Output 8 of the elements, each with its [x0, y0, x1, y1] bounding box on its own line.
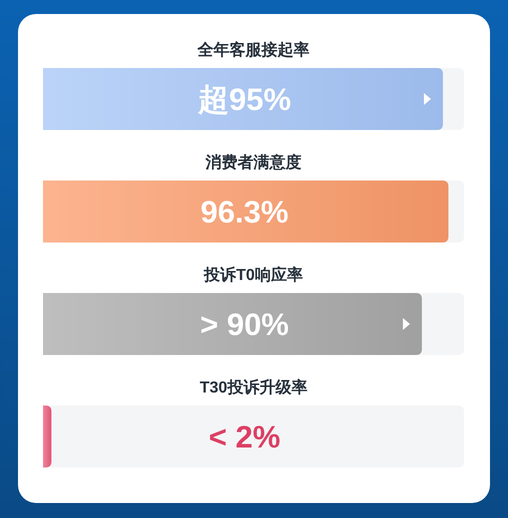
y-tick-label: 全年客服接起率	[196, 40, 310, 59]
data-label: < 2%	[208, 420, 280, 454]
data-label: 超95%	[196, 82, 292, 117]
y-tick-label: T30投诉升级率	[200, 378, 308, 396]
data-label: 96.3%	[200, 194, 288, 230]
y-tick-label: 投诉T0响应率	[203, 265, 303, 284]
y-tick-label: 消费者满意度	[204, 152, 302, 172]
data-label: > 90%	[200, 307, 289, 342]
